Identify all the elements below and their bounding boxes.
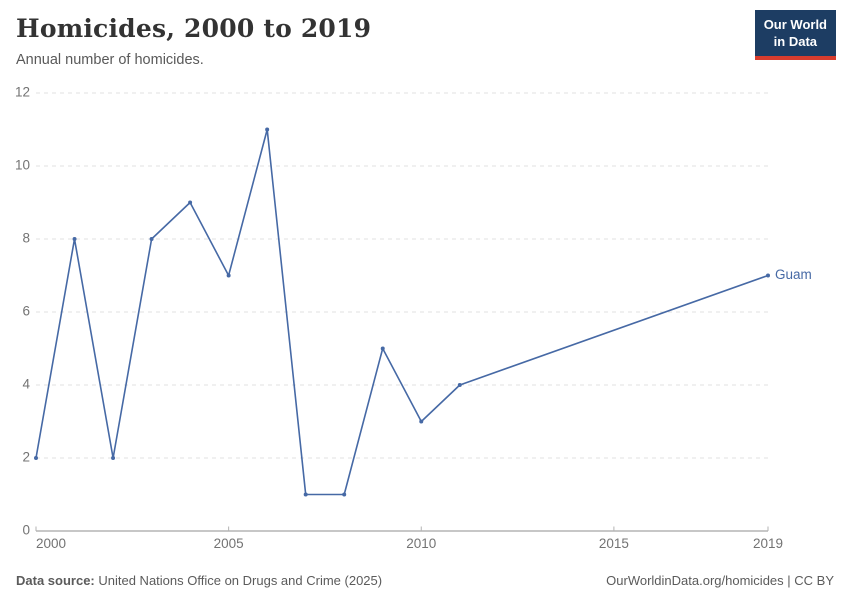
y-tick-label: 8: [22, 231, 30, 246]
series-line: [35, 128, 769, 496]
data-point[interactable]: [72, 237, 77, 241]
y-tick-label: 0: [22, 523, 30, 538]
data-point[interactable]: [380, 346, 385, 351]
data-point[interactable]: [342, 492, 347, 497]
data-point[interactable]: [111, 456, 116, 460]
chart-subtitle: Annual number of homicides.: [16, 52, 204, 68]
chart-footer: Data source: United Nations Office on Dr…: [16, 573, 834, 588]
x-tick-label: 2010: [406, 536, 436, 551]
data-point[interactable]: [188, 200, 193, 205]
data-point[interactable]: [265, 127, 270, 132]
owid-logo[interactable]: Our World in Data: [754, 10, 836, 60]
y-tick-label: 12: [15, 85, 30, 100]
x-tick-label: 2019: [753, 536, 783, 551]
data-source: Data source: United Nations Office on Dr…: [16, 573, 382, 588]
data-point[interactable]: [457, 383, 462, 387]
owid-logo-line2: in Data: [773, 33, 818, 49]
data-point[interactable]: [766, 273, 770, 278]
series-label-guam[interactable]: Guam: [775, 267, 812, 282]
data-source-label: Data source:: [16, 573, 95, 588]
line-chart: 0 2 4 6 8 10 12 2000 2005 2010 2015 2019 Guam: [15, 85, 812, 551]
data-point[interactable]: [303, 492, 308, 497]
y-tick-label: 10: [15, 158, 30, 173]
data-point[interactable]: [419, 419, 424, 424]
y-tick-label: 4: [22, 377, 30, 392]
owid-logo-line1: Our World: [763, 17, 827, 32]
data-point[interactable]: [34, 456, 38, 460]
y-tick-label: 6: [22, 304, 30, 319]
page-title: Homicides, 2000 to 2019: [16, 14, 372, 43]
x-tick-label: 2015: [599, 536, 629, 551]
owid-url-link[interactable]: OurWorldinData.org/homicides | CC BY: [606, 573, 834, 588]
data-point[interactable]: [149, 237, 154, 241]
x-tick-label: 2000: [36, 536, 66, 551]
y-tick-label: 2: [22, 450, 30, 465]
data-source-text: United Nations Office on Drugs and Crime…: [94, 573, 383, 588]
data-point[interactable]: [226, 273, 231, 278]
x-tick-label: 2005: [214, 536, 244, 551]
